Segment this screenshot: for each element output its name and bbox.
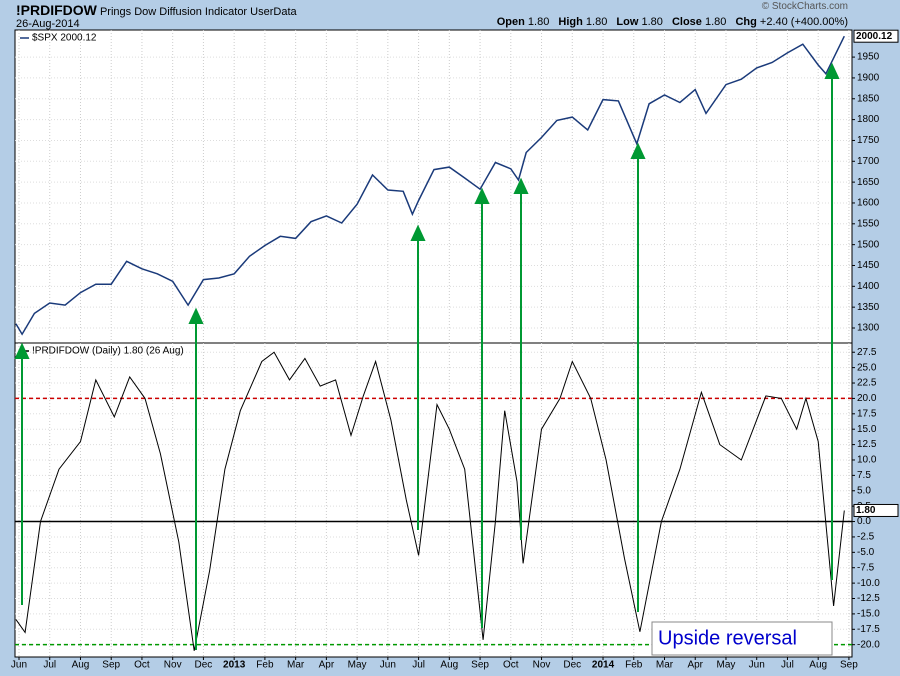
y-tick-label: 1900 [857, 73, 880, 84]
y-tick-label: 20.0 [857, 393, 877, 404]
y-tick-label: 27.5 [857, 347, 877, 358]
x-tick-label: Jul [43, 660, 56, 671]
arrows [14, 62, 840, 650]
quote-value: 1.80 [585, 16, 608, 28]
source: UserData [250, 6, 297, 18]
y-tick-label: 1450 [857, 260, 880, 271]
quote-label: Low [616, 16, 639, 28]
x-tick-label: Jun [380, 660, 396, 671]
arrow-head [14, 342, 30, 359]
y-tick-label: 1650 [857, 177, 880, 188]
x-tick-label: Sep [471, 660, 489, 671]
legend-label: $SPX 2000.12 [32, 33, 97, 44]
x-tick-label: Jul [412, 660, 425, 671]
quote-label: Open [496, 16, 525, 28]
quote-value: +2.40 (+400.00%) [759, 16, 848, 28]
marks: 1300 1350 1400 1450 1500 1550 1600 1650 1700 1750… [11, 29, 899, 671]
y-tick-label: 15.0 [857, 424, 877, 435]
legend-label: !PRDIFDOW (Daily) 1.80 (26 Aug) [32, 346, 184, 357]
x-tick-label: Aug [72, 660, 90, 671]
arrow-head [188, 307, 204, 324]
x-tick-label: May [348, 660, 367, 671]
x-tick-label: Jun [11, 660, 27, 671]
quote-value: 1.80 [527, 16, 550, 28]
series-line [15, 35, 845, 336]
x-tick-label: Dec [563, 660, 581, 671]
y-tick-label: -12.5 [857, 593, 880, 604]
y-tick-label: 1600 [857, 198, 880, 209]
y-tick-label: 1400 [857, 281, 880, 292]
y-tick-label: -7.5 [857, 562, 875, 573]
y-tick-label: 1800 [857, 114, 880, 125]
x-tick-label: Sep [102, 660, 120, 671]
arrow-head [474, 187, 490, 204]
x-tick-label: Jul [781, 660, 794, 671]
arrow-head [513, 177, 529, 194]
y-tick-label: 25.0 [857, 362, 877, 373]
quote: Open 1.80 High 1.80 Low 1.80 Close 1.80 … [491, 16, 848, 28]
y-tick-label: 1850 [857, 93, 880, 104]
y-tick-label: 22.5 [857, 378, 877, 389]
quote-label: Chg [735, 16, 757, 28]
symbol: !PRDIFDOW [16, 2, 97, 18]
x-tick-label: Oct [503, 660, 519, 671]
x-tick-label: 2013 [223, 660, 246, 671]
series-line [15, 351, 845, 651]
x-tick-label: Aug [440, 660, 458, 671]
y-tick-label: 1750 [857, 135, 880, 146]
y-tick-label: 0.0 [857, 516, 871, 527]
y-tick-label: -17.5 [857, 624, 880, 635]
y-tick-label: 12.5 [857, 439, 877, 450]
x-tick-label: Apr [319, 660, 335, 671]
y-tick-label: 17.5 [857, 408, 877, 419]
quote-label: High [558, 16, 583, 28]
x-tick-label: Dec [195, 660, 213, 671]
last-value-box [853, 503, 899, 517]
x-tick-label: Apr [687, 660, 703, 671]
y-tick-label: -20.0 [857, 639, 880, 650]
quote-label: Close [671, 16, 702, 28]
x-tick-label: Feb [256, 660, 274, 671]
x-tick-label: Nov [533, 660, 551, 671]
arrow-head [410, 224, 426, 241]
x-tick-label: Mar [656, 660, 674, 671]
y-tick-label: -5.0 [857, 547, 875, 558]
x-tick-label: Aug [809, 660, 827, 671]
header: !PRDIFDOW Prings Dow Diffusion Indicator… [16, 2, 297, 18]
annotation: Upside reversal [658, 627, 797, 649]
quote-value: 1.80 [641, 16, 663, 28]
y-tick-label: -10.0 [857, 578, 880, 589]
y-tick-label: 1300 [857, 323, 880, 334]
y-tick-label: -2.5 [857, 532, 875, 543]
indicator-name: Prings Dow Diffusion Indicator [99, 6, 248, 18]
y-tick-label: 7.5 [857, 470, 871, 481]
y-tick-label: 5.0 [857, 485, 871, 496]
x-tick-label: Mar [287, 660, 305, 671]
last-value-label: 2000.12 [856, 31, 893, 42]
y-tick-label: 1700 [857, 156, 880, 167]
x-tick-label: Oct [134, 660, 150, 671]
date: 26-Aug-2014 [16, 18, 80, 30]
x-tick-label: May [717, 660, 736, 671]
y-tick-label: 1350 [857, 302, 880, 313]
arrow-head [824, 62, 840, 79]
x-tick-label: Nov [164, 660, 182, 671]
y-tick-label: 1950 [857, 52, 880, 63]
x-tick-label: Feb [625, 660, 643, 671]
y-tick-label: 1500 [857, 239, 880, 250]
x-tick-label: Sep [840, 660, 858, 671]
quote-value: 1.80 [704, 16, 727, 28]
y-tick-label: 1550 [857, 218, 880, 229]
y-tick-label: 10.0 [857, 455, 877, 466]
annotation-box [651, 621, 833, 656]
last-value-box [853, 29, 899, 43]
copyright: © StockCharts.com [761, 1, 848, 12]
x-tick-label: Jun [749, 660, 765, 671]
last-value-label: 1.80 [856, 505, 876, 516]
y-tick-label: -15.0 [857, 609, 880, 620]
x-tick-label: 2014 [592, 660, 615, 671]
arrow-head [630, 142, 646, 159]
